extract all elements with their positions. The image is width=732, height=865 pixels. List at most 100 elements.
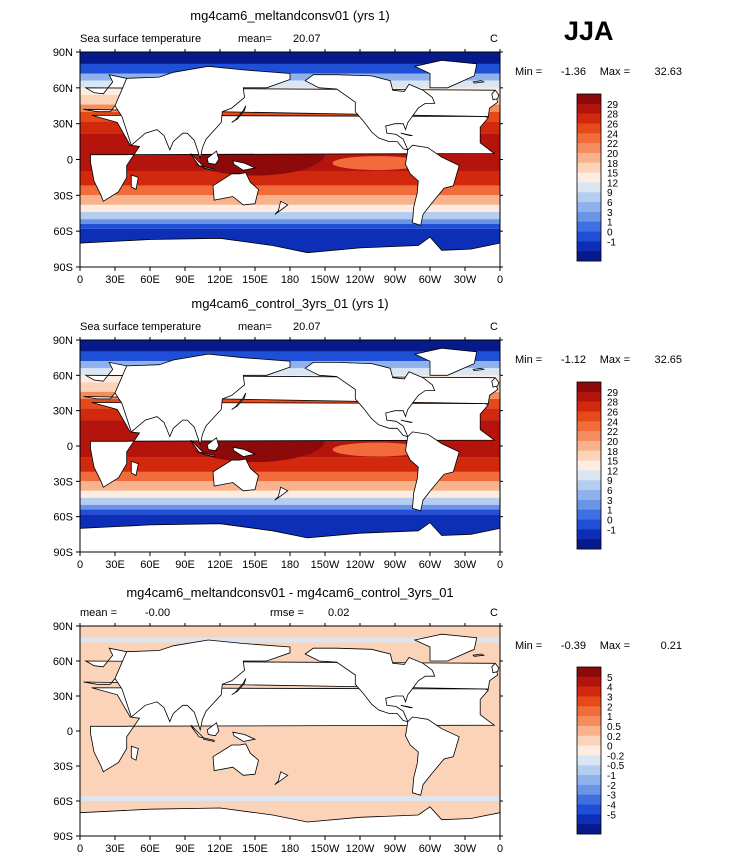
x-tick-label: 150E — [242, 843, 268, 855]
land-mass — [232, 446, 257, 458]
colorbar-label: 29 — [607, 388, 619, 399]
sst-band — [80, 185, 500, 196]
colorbar-swatch — [577, 519, 601, 530]
min-label: Min = — [515, 640, 542, 652]
land-mass — [400, 704, 413, 709]
x-tick-label: 150E — [242, 274, 268, 286]
colorbar-label: -2 — [607, 781, 616, 792]
colorbar-swatch — [577, 460, 601, 471]
colorbar-swatch — [577, 431, 601, 442]
land-mass — [114, 65, 291, 160]
max-value: 32.63 — [654, 66, 682, 78]
land-mass — [232, 731, 257, 742]
land-mass — [206, 722, 220, 737]
colorbar-swatch — [577, 509, 601, 520]
colorbar-label: -0.2 — [607, 751, 625, 762]
land-mass — [212, 458, 259, 492]
colorbar-swatch — [577, 499, 601, 511]
colorbar-label: 0.5 — [607, 722, 621, 733]
colorbar-swatch — [577, 202, 601, 213]
colorbar-swatch — [577, 133, 601, 144]
colorbar-label: 3 — [607, 496, 613, 507]
x-tick-label: 30W — [454, 559, 477, 571]
x-tick-label: 30E — [105, 274, 125, 286]
land-mass — [130, 460, 139, 476]
x-tick-label: 60E — [140, 843, 160, 855]
sst-band — [80, 63, 500, 74]
rmse-value: 0.02 — [328, 607, 349, 619]
land-mass — [413, 59, 478, 89]
colorbar-swatch — [577, 192, 601, 203]
max-label: Max = — [600, 640, 630, 652]
colorbar-label: 5 — [607, 673, 613, 684]
colorbar-swatch — [577, 251, 601, 262]
land-mass — [114, 639, 291, 732]
colorbar-swatch — [577, 480, 601, 491]
x-tick-label: 0 — [77, 274, 83, 286]
land-mass — [405, 144, 460, 226]
colorbar-label: -5 — [607, 810, 616, 821]
colorbar-swatch — [577, 440, 601, 452]
y-tick-label: 0 — [67, 441, 73, 453]
sst-band — [80, 212, 500, 220]
colorbar-label: 29 — [607, 100, 619, 111]
land-mass — [203, 166, 215, 171]
colorbar-label: 24 — [607, 417, 619, 428]
land-mass — [203, 452, 215, 458]
colorbar-swatch — [577, 706, 601, 717]
y-tick-label: 60N — [53, 656, 73, 668]
land-mass — [190, 153, 205, 168]
x-tick-label: 90W — [384, 274, 407, 286]
colorbar-swatch — [577, 735, 601, 746]
y-tick-label: 90S — [53, 262, 73, 274]
x-tick-label: 180 — [281, 559, 299, 571]
land-mass — [232, 160, 257, 171]
colorbar-label: 4 — [607, 683, 613, 694]
min-value: -1.12 — [561, 354, 586, 366]
field-label: Sea surface temperature — [80, 33, 201, 45]
colorbar-label: 20 — [607, 437, 619, 448]
y-tick-label: 60N — [53, 83, 73, 95]
colorbar-swatch — [577, 745, 601, 756]
mean-label: mean= — [238, 33, 272, 45]
max-label: Max = — [600, 354, 630, 366]
colorbar-swatch — [577, 539, 601, 550]
x-tick-label: 30W — [454, 274, 477, 286]
y-tick-label: 90S — [53, 547, 73, 559]
land-mass — [400, 132, 413, 137]
colorbar-swatch — [577, 696, 601, 707]
colorbar-label: 28 — [607, 110, 619, 121]
units-label: C — [490, 33, 498, 45]
colorbar-swatch — [577, 450, 601, 461]
land-mass — [304, 361, 436, 438]
colorbar-label: -3 — [607, 791, 616, 802]
mean-value: -0.00 — [145, 607, 170, 619]
colorbar-swatch — [577, 529, 601, 540]
colorbar-label: -0.5 — [607, 761, 625, 772]
colorbar-label: -1 — [607, 525, 616, 536]
x-tick-label: 0 — [77, 559, 83, 571]
units-label: C — [490, 321, 498, 333]
colorbar-swatch — [577, 241, 601, 252]
sst-band — [80, 52, 500, 64]
land-mass — [304, 647, 436, 723]
colorbar-swatch — [577, 162, 601, 173]
colorbar-swatch — [577, 667, 601, 678]
max-value: 32.65 — [654, 354, 682, 366]
cold-tongue — [332, 442, 423, 457]
colorbar-swatch — [577, 401, 601, 412]
sst-band — [80, 340, 500, 352]
colorbar-swatch — [577, 775, 601, 786]
x-tick-label: 150E — [242, 559, 268, 571]
colorbar-label: 15 — [607, 457, 619, 468]
x-tick-label: 120E — [207, 559, 233, 571]
units-label: C — [490, 607, 498, 619]
sst-band — [80, 204, 500, 213]
land-mass — [130, 745, 139, 761]
colorbar-label: -1 — [607, 237, 616, 248]
sst-band — [80, 224, 500, 229]
land-mass — [472, 80, 486, 84]
panel-1: mg4cam6_meltandconsv01 (yrs 1) Sea surfac… — [53, 8, 682, 286]
